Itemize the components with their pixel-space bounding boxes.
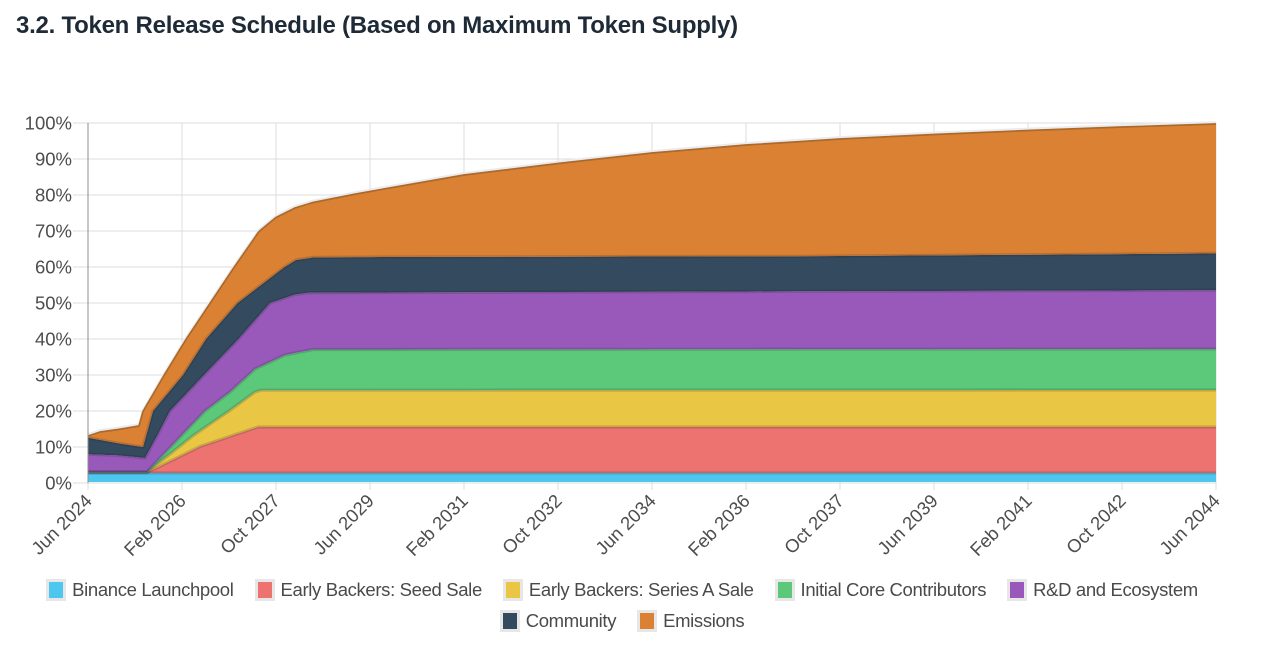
svg-text:20%: 20% [35,401,72,422]
svg-text:70%: 70% [35,221,72,242]
svg-text:30%: 30% [35,365,72,386]
svg-text:Oct 2027: Oct 2027 [216,490,284,558]
svg-text:80%: 80% [35,185,72,206]
svg-text:Oct 2042: Oct 2042 [1062,490,1130,558]
svg-text:Feb 2041: Feb 2041 [966,490,1036,560]
svg-text:Jun 2024: Jun 2024 [27,490,96,559]
svg-text:Oct 2037: Oct 2037 [780,490,848,558]
svg-text:Jun 2039: Jun 2039 [873,490,942,559]
svg-text:Jun 2044: Jun 2044 [1155,490,1224,559]
svg-text:10%: 10% [35,437,72,458]
svg-text:40%: 40% [35,329,72,350]
svg-text:100%: 100% [25,113,72,134]
svg-text:60%: 60% [35,257,72,278]
svg-text:Feb 2036: Feb 2036 [684,490,754,560]
svg-text:Jun 2034: Jun 2034 [591,490,660,559]
svg-text:0%: 0% [45,473,72,494]
svg-text:Feb 2031: Feb 2031 [402,490,472,560]
svg-text:Oct 2032: Oct 2032 [498,490,566,558]
svg-text:Jun 2029: Jun 2029 [309,490,378,559]
svg-text:Feb 2026: Feb 2026 [120,490,190,560]
svg-text:90%: 90% [35,149,72,170]
svg-text:50%: 50% [35,293,72,314]
